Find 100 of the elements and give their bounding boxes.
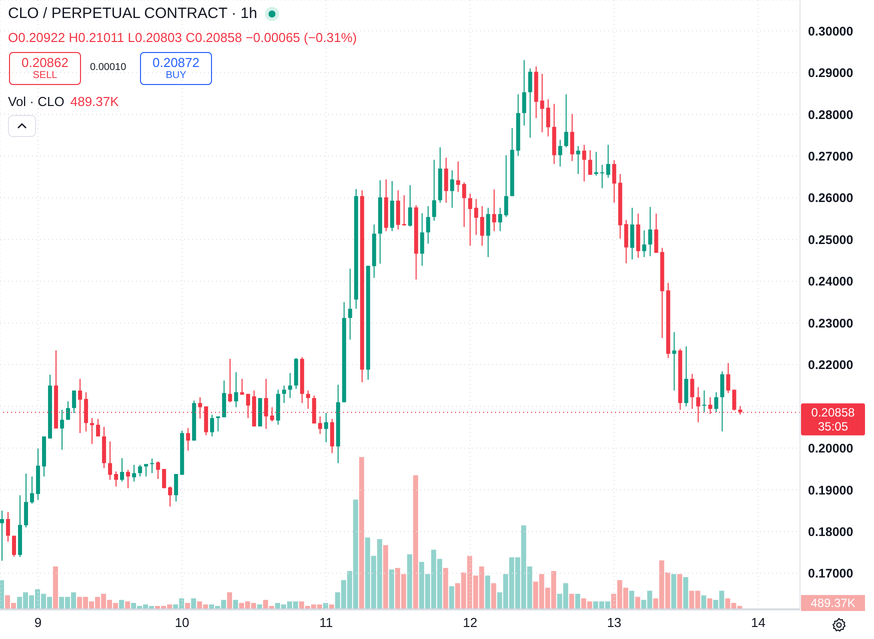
candlestick (60, 409, 64, 450)
bar (443, 568, 448, 609)
candlestick (210, 414, 214, 437)
text: 489.37K (801, 595, 865, 611)
candlestick (522, 60, 526, 126)
bar (629, 590, 634, 609)
candlestick (702, 390, 706, 413)
candlestick (66, 400, 70, 420)
y-tick-label: 0.25000 (808, 232, 854, 247)
x-tick-label: 14 (750, 615, 766, 630)
candlestick (564, 94, 568, 148)
candlestick (318, 416, 322, 434)
candlestick (132, 464, 136, 482)
candlestick (474, 198, 478, 236)
bar (185, 602, 190, 609)
candlestick (468, 193, 472, 246)
candlestick (138, 464, 142, 477)
candlestick (144, 463, 148, 477)
candlestick (726, 362, 730, 394)
candlestick (576, 146, 580, 174)
candlestick (126, 469, 130, 489)
candlestick (402, 194, 406, 226)
candlestick (714, 392, 718, 413)
candlestick (462, 182, 466, 228)
bar (0, 580, 4, 609)
candlestick (480, 206, 484, 246)
bar (449, 586, 454, 609)
bar (407, 554, 412, 609)
bar (635, 596, 640, 609)
candlestick (324, 412, 328, 443)
candlestick (156, 460, 160, 480)
candlestick (546, 98, 550, 137)
y-tick-label: 0.27000 (808, 149, 854, 164)
candlestick (690, 373, 694, 410)
y-tick-label: 0.28000 (808, 108, 854, 122)
candlestick (228, 358, 232, 403)
y-tick-label: 0.24000 (808, 274, 854, 289)
bar (389, 569, 394, 609)
candlestick (732, 389, 736, 412)
candlestick (444, 157, 448, 204)
candlestick (588, 150, 592, 176)
bar (671, 574, 676, 609)
candlestick (282, 385, 286, 404)
candlestick (540, 73, 544, 133)
bar (191, 598, 196, 609)
candlestick (306, 390, 310, 410)
candlestick (612, 160, 616, 204)
bar (569, 594, 574, 609)
y-tick-label: 0.23000 (808, 316, 854, 330)
candlestick (24, 473, 28, 528)
candlestick (174, 473, 178, 502)
bar (491, 583, 496, 609)
candlestick (186, 428, 190, 452)
candlestick (150, 458, 154, 474)
candlestick (606, 144, 610, 178)
candlestick (288, 372, 292, 399)
y-tick-label: 0.18000 (808, 524, 854, 539)
candlestick (654, 213, 658, 254)
bar (125, 601, 130, 609)
y-tick-label: 0.26000 (808, 191, 854, 206)
candlestick (6, 511, 10, 542)
candlestick (558, 139, 562, 167)
y-tick-label: 0.30000 (808, 24, 854, 38)
candlestick (30, 476, 34, 504)
text: O0.20922 H0.21011 L0.20803 C0.20858 −0.00065 (−0.31%) (8, 30, 357, 45)
candlestick (648, 206, 652, 257)
bar (359, 457, 364, 609)
candlestick (492, 188, 496, 232)
candlestick (570, 113, 574, 162)
annotation: SELL (32, 70, 58, 81)
y-tick-label: 0.22000 (808, 358, 854, 372)
y-tick-label: 0.19000 (808, 483, 854, 498)
bar (707, 598, 712, 609)
candlestick (0, 510, 4, 562)
candlestick (498, 207, 502, 232)
bar (413, 475, 418, 609)
candlestick (240, 378, 244, 396)
candlestick (426, 206, 430, 244)
candlestick (600, 164, 604, 189)
bar (227, 592, 232, 609)
text: 35:05 (818, 419, 848, 434)
bar (119, 600, 124, 609)
candlestick (624, 219, 628, 264)
candlestick (96, 418, 100, 437)
bar (575, 594, 580, 609)
candlestick (486, 207, 490, 258)
candlestick (420, 212, 424, 266)
ref-line-label: 0.20858 (811, 405, 856, 420)
annotation: 0.20862 (20, 55, 70, 70)
candlestick (630, 207, 634, 260)
candlestick (348, 268, 352, 340)
candlestick (114, 470, 118, 487)
bar (485, 576, 490, 609)
x-tick-label: 9 (34, 615, 42, 630)
chart-title: CLO / PERPETUAL CONTRACT · 1h (8, 5, 258, 22)
x-tick-label: 11 (319, 615, 333, 630)
candlestick (12, 535, 16, 558)
bar (677, 574, 682, 609)
candlestick (234, 372, 238, 408)
bar (53, 566, 58, 609)
